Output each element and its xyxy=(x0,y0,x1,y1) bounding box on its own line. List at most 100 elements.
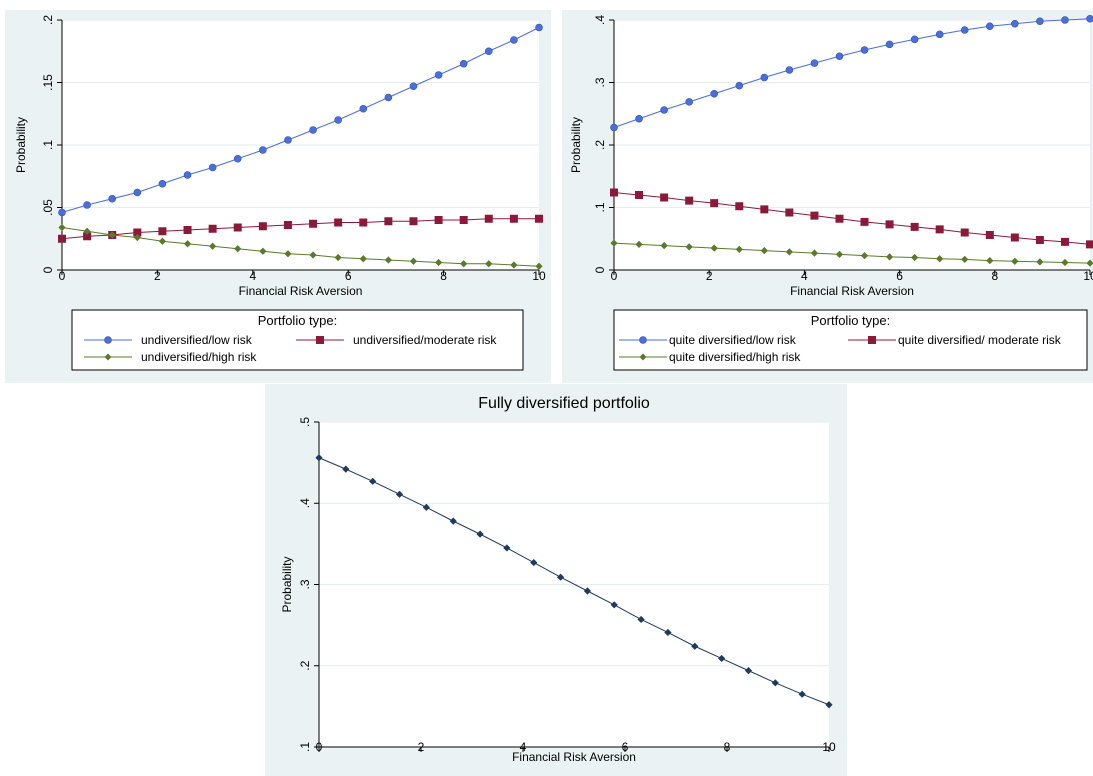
legend-label: quite diversified/high risk xyxy=(669,350,801,364)
data-point xyxy=(284,250,292,258)
data-point xyxy=(233,223,242,232)
data-point xyxy=(960,228,969,237)
y-axis-title: Probability xyxy=(569,117,583,173)
data-point xyxy=(1036,17,1044,26)
data-point xyxy=(309,126,317,134)
data-point xyxy=(660,106,668,114)
data-point xyxy=(460,260,468,268)
x-axis-title: Financial Risk Aversion xyxy=(239,284,363,298)
data-point xyxy=(936,255,944,263)
data-point xyxy=(718,654,726,663)
data-point xyxy=(685,98,693,106)
legend-title: Portfolio type: xyxy=(811,313,891,328)
series-line-1 xyxy=(613,18,1091,128)
data-point xyxy=(986,22,994,31)
data-point xyxy=(409,217,418,226)
data-point xyxy=(459,59,468,68)
data-point xyxy=(860,217,869,226)
data-point xyxy=(535,262,543,270)
chart-undiversified: 0 .05 .1 .15 .2 0 2 4 6 8 10 Financial Risk Aversio… xyxy=(5,10,551,383)
chart-title: Fully diversified portfolio xyxy=(478,395,650,412)
chart-undiversified-svg: 0 .05 .1 .15 .2 0 2 4 6 8 10 Financial Risk Aversio… xyxy=(14,15,546,371)
y-tick-label: .1 xyxy=(298,742,312,752)
data-point xyxy=(384,256,392,264)
data-point xyxy=(384,93,393,102)
data-point xyxy=(83,227,91,235)
y-tick-label: .1 xyxy=(41,140,55,150)
data-point xyxy=(434,258,443,267)
series-line-1 xyxy=(318,457,830,706)
legend-marker xyxy=(104,353,112,361)
x-tick-label: 2 xyxy=(706,269,713,283)
data-point xyxy=(610,188,618,197)
data-point xyxy=(449,517,457,525)
data-point xyxy=(158,237,167,245)
data-point xyxy=(315,454,323,462)
data-point xyxy=(459,216,468,224)
data-point xyxy=(760,205,769,214)
data-point xyxy=(685,196,694,205)
legend-label: undiversified/high risk xyxy=(141,350,257,364)
series-line-2 xyxy=(61,218,539,240)
data-point xyxy=(1086,14,1093,23)
data-point xyxy=(710,199,719,208)
y-tick-label: .2 xyxy=(593,140,607,150)
x-tick-label: 8 xyxy=(991,269,998,283)
y-tick-label: .05 xyxy=(41,199,55,216)
data-point xyxy=(785,208,794,217)
y-tick-label: .4 xyxy=(298,498,312,508)
data-point xyxy=(83,232,92,241)
x-tick-label: 8 xyxy=(440,269,447,283)
data-point xyxy=(635,240,643,248)
legend-label: quite diversified/low risk xyxy=(669,333,797,347)
data-point xyxy=(637,615,645,624)
data-point xyxy=(158,179,167,188)
data-point xyxy=(660,242,668,250)
data-point xyxy=(409,257,418,265)
data-point xyxy=(960,26,969,34)
chart-quite-diversified: 0 .1 .2 .3 .4 0 2 4 6 8 10 Financial Risk Aversion P… xyxy=(562,10,1093,383)
data-point xyxy=(735,202,744,211)
data-point xyxy=(556,573,565,581)
data-point xyxy=(1061,16,1069,24)
data-point xyxy=(885,253,894,261)
x-tick-label: 2 xyxy=(154,269,161,283)
data-point xyxy=(835,52,844,61)
data-point xyxy=(810,249,819,257)
data-point xyxy=(434,71,443,79)
data-point xyxy=(911,253,919,262)
data-point xyxy=(535,214,543,223)
data-point xyxy=(309,251,317,259)
x-tick-label: 2 xyxy=(418,740,425,754)
data-point xyxy=(735,81,744,90)
data-point xyxy=(209,242,217,250)
x-tick-label: 8 xyxy=(724,740,731,754)
legend-marker xyxy=(639,336,647,344)
data-point xyxy=(369,477,377,485)
data-point xyxy=(283,221,292,229)
legend-marker xyxy=(868,336,876,344)
data-point xyxy=(422,503,430,511)
data-point xyxy=(1060,237,1069,246)
data-point xyxy=(409,82,418,91)
data-point xyxy=(760,247,768,255)
data-point xyxy=(685,243,693,251)
y-axis-title: Probability xyxy=(280,556,294,612)
data-point xyxy=(771,679,779,687)
data-point xyxy=(860,252,869,260)
legend-label: undiversified/low risk xyxy=(141,333,253,347)
data-point xyxy=(825,701,833,709)
series-line-3 xyxy=(613,242,1091,264)
data-point xyxy=(359,218,368,227)
data-point xyxy=(342,465,350,473)
data-point xyxy=(484,47,493,56)
data-point xyxy=(1086,240,1093,249)
legend-marker xyxy=(639,353,647,361)
y-tick-label: .3 xyxy=(593,77,607,87)
data-point xyxy=(485,260,493,268)
x-tick-label: 0 xyxy=(611,269,618,283)
y-tick-label: .4 xyxy=(593,15,607,25)
x-tick-label: 10 xyxy=(822,740,836,754)
y-tick-label: 0 xyxy=(593,266,607,273)
data-point xyxy=(108,194,117,203)
